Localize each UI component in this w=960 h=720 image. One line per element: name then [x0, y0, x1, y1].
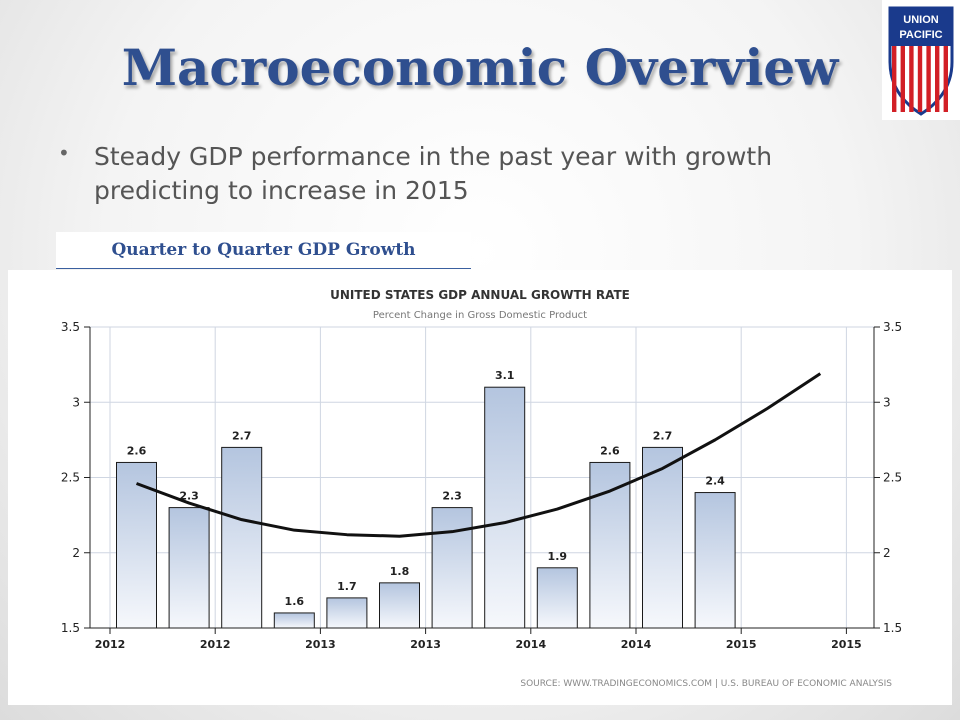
x-tick-label: 2015	[726, 638, 757, 651]
chart-source: SOURCE: WWW.TRADINGECONOMICS.COM | U.S. …	[520, 679, 892, 689]
chart-caption-text: Quarter to Quarter GDP Growth	[111, 240, 416, 260]
bar-data-label: 3.1	[495, 369, 515, 382]
bar	[484, 386, 526, 629]
bar-data-label: 1.7	[337, 580, 357, 593]
y-tick-label-left: 3.5	[61, 320, 80, 334]
x-tick-label: 2012	[200, 638, 231, 651]
bullet-text: Steady GDP performance in the past year …	[94, 142, 773, 205]
chart-caption: Quarter to Quarter GDP Growth	[56, 232, 471, 269]
bar	[379, 582, 420, 629]
bar-data-label: 2.7	[653, 429, 673, 442]
union-pacific-logo: UNION PACIFIC	[882, 0, 960, 120]
y-tick-label-left: 2.5	[61, 471, 80, 485]
bar	[326, 597, 368, 629]
chart-subtitle: Percent Change in Gross Domestic Product	[373, 310, 587, 321]
bar	[642, 446, 683, 629]
y-tick-label-right: 3.5	[883, 320, 902, 334]
x-tick-label: 2013	[410, 638, 441, 651]
chart-title: UNITED STATES GDP ANNUAL GROWTH RATE	[330, 288, 630, 302]
bar-data-label: 2.6	[600, 444, 620, 457]
y-tick-label-left: 3	[72, 395, 80, 409]
shield-logo-icon: UNION PACIFIC	[888, 6, 954, 116]
logo-stripe	[943, 46, 948, 112]
x-tick-label: 2012	[95, 638, 126, 651]
bar-data-label: 2.3	[179, 490, 199, 503]
bar	[589, 461, 631, 629]
bar	[694, 492, 736, 629]
bar-data-label: 2.4	[705, 475, 725, 488]
logo-line2: PACIFIC	[899, 29, 942, 41]
x-tick-label: 2013	[305, 638, 336, 651]
logo-stripe	[935, 46, 940, 112]
bar-data-label: 1.6	[285, 595, 305, 608]
bar	[273, 612, 315, 629]
y-tick-label-left: 1.5	[61, 621, 80, 635]
y-tick-label-left: 2	[72, 546, 80, 560]
logo-stripe	[900, 46, 905, 112]
bar-data-label: 1.8	[390, 565, 410, 578]
trend-line	[135, 372, 822, 538]
bar-data-label: 1.9	[548, 550, 568, 563]
bar-data-label: 2.3	[442, 490, 462, 503]
gdp-chart: UNITED STATES GDP ANNUAL GROWTH RATE Per…	[61, 288, 902, 689]
gdp-chart-panel: UNITED STATES GDP ANNUAL GROWTH RATE Per…	[8, 270, 952, 705]
y-tick-label-right: 2.5	[883, 471, 902, 485]
x-tick-label: 2014	[621, 638, 652, 651]
bar	[221, 446, 263, 629]
bar-data-label: 2.7	[232, 429, 252, 442]
y-tick-label-right: 2	[883, 546, 891, 560]
y-tick-label-right: 3	[883, 395, 891, 409]
slide-title: Macroeconomic Overview	[121, 38, 839, 97]
bar	[431, 507, 473, 629]
bar	[168, 507, 210, 629]
x-tick-label: 2015	[831, 638, 862, 651]
x-tick-label: 2014	[515, 638, 546, 651]
y-tick-label-right: 1.5	[883, 621, 902, 635]
bar-data-label: 2.6	[127, 444, 147, 457]
logo-stripe	[909, 46, 914, 112]
logo-stripe	[892, 46, 897, 112]
bullet-dot-icon: •	[58, 141, 70, 165]
logo-stripe	[917, 46, 923, 112]
bar	[536, 567, 578, 629]
logo-stripe	[926, 46, 931, 112]
logo-line1: UNION	[903, 14, 939, 26]
